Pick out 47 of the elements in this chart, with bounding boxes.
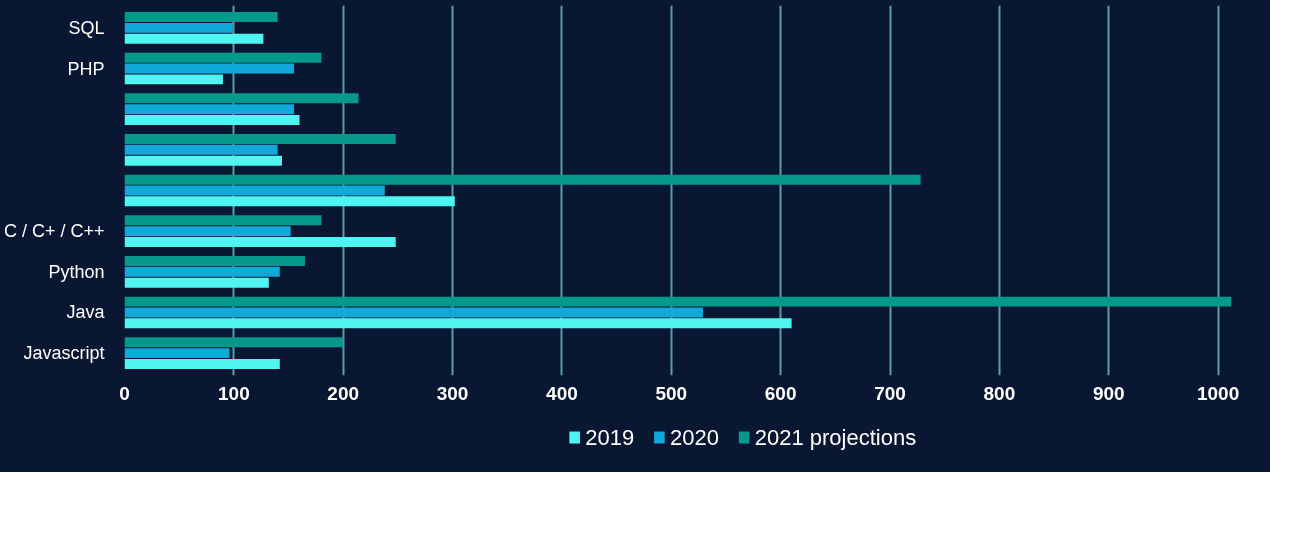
bar <box>124 104 295 115</box>
legend-label: 2019 <box>585 425 635 450</box>
y-tick-label: SQL <box>68 17 105 38</box>
y-tick-label: C / C+ / C++ <box>3 221 105 242</box>
bar <box>124 12 278 23</box>
x-tick-label: 800 <box>983 382 1016 404</box>
bar <box>124 144 278 155</box>
bar <box>124 226 291 237</box>
bar <box>124 307 704 318</box>
bar <box>124 215 322 226</box>
y-tick-label: PHP <box>67 58 105 79</box>
bar <box>124 74 223 85</box>
x-tick-label: 0 <box>119 382 130 404</box>
legend-label: 2021 projections <box>754 425 917 450</box>
bar <box>124 52 322 63</box>
x-tick-label: 600 <box>764 382 797 404</box>
bar <box>124 296 1232 307</box>
x-tick-label: 200 <box>327 382 360 404</box>
bar <box>124 337 344 348</box>
bar <box>124 155 282 166</box>
x-tick-label: 700 <box>874 382 906 404</box>
y-tick-label: Python <box>48 261 105 282</box>
x-tick-label: 500 <box>655 382 688 404</box>
bar <box>124 33 264 44</box>
x-tick-label: 100 <box>218 382 250 404</box>
bar <box>124 196 455 207</box>
bar <box>124 115 300 126</box>
x-tick-label: 300 <box>436 382 469 404</box>
bar <box>124 266 280 277</box>
bar <box>124 237 396 247</box>
bar <box>124 277 269 288</box>
bar <box>124 255 305 266</box>
x-tick-label: 1000 <box>1196 382 1240 404</box>
y-tick-label: Javascript <box>23 343 105 364</box>
bar <box>124 358 280 369</box>
legend-label: 2020 <box>669 425 719 450</box>
x-tick-label: 900 <box>1092 382 1125 404</box>
x-tick-label: 400 <box>546 382 578 404</box>
bar <box>124 185 385 196</box>
y-tick-label: Java <box>66 302 106 323</box>
bar <box>124 174 921 185</box>
bar <box>124 348 230 359</box>
bar <box>124 318 792 329</box>
bar <box>124 63 295 74</box>
bar <box>124 93 359 104</box>
bar <box>124 22 233 33</box>
bar <box>124 134 396 144</box>
